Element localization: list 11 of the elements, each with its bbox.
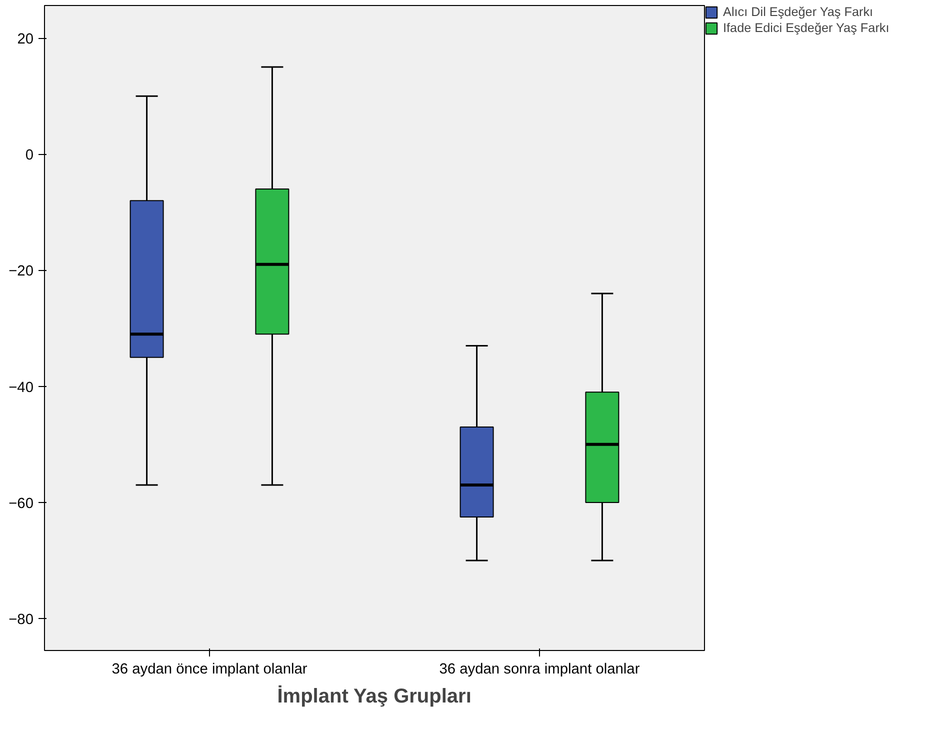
legend-label: Ifade Edici Eşdeğer Yaş Farkı: [723, 21, 890, 35]
legend-label: Alıcı Dil Eşdeğer Yaş Farkı: [723, 5, 874, 19]
y-tick-label: −20: [8, 264, 34, 280]
y-tick-label: −60: [8, 496, 34, 512]
y-tick-label: −80: [8, 612, 34, 628]
x-tick-label: 36 aydan önce implant olanlar: [112, 662, 308, 678]
y-tick-label: −40: [8, 380, 34, 396]
x-tick-label: 36 aydan sonra implant olanlar: [439, 662, 640, 678]
y-tick-label: 20: [17, 32, 34, 48]
x-axis-title: İmplant Yaş Grupları: [277, 684, 472, 708]
y-tick-label: 0: [25, 148, 34, 164]
